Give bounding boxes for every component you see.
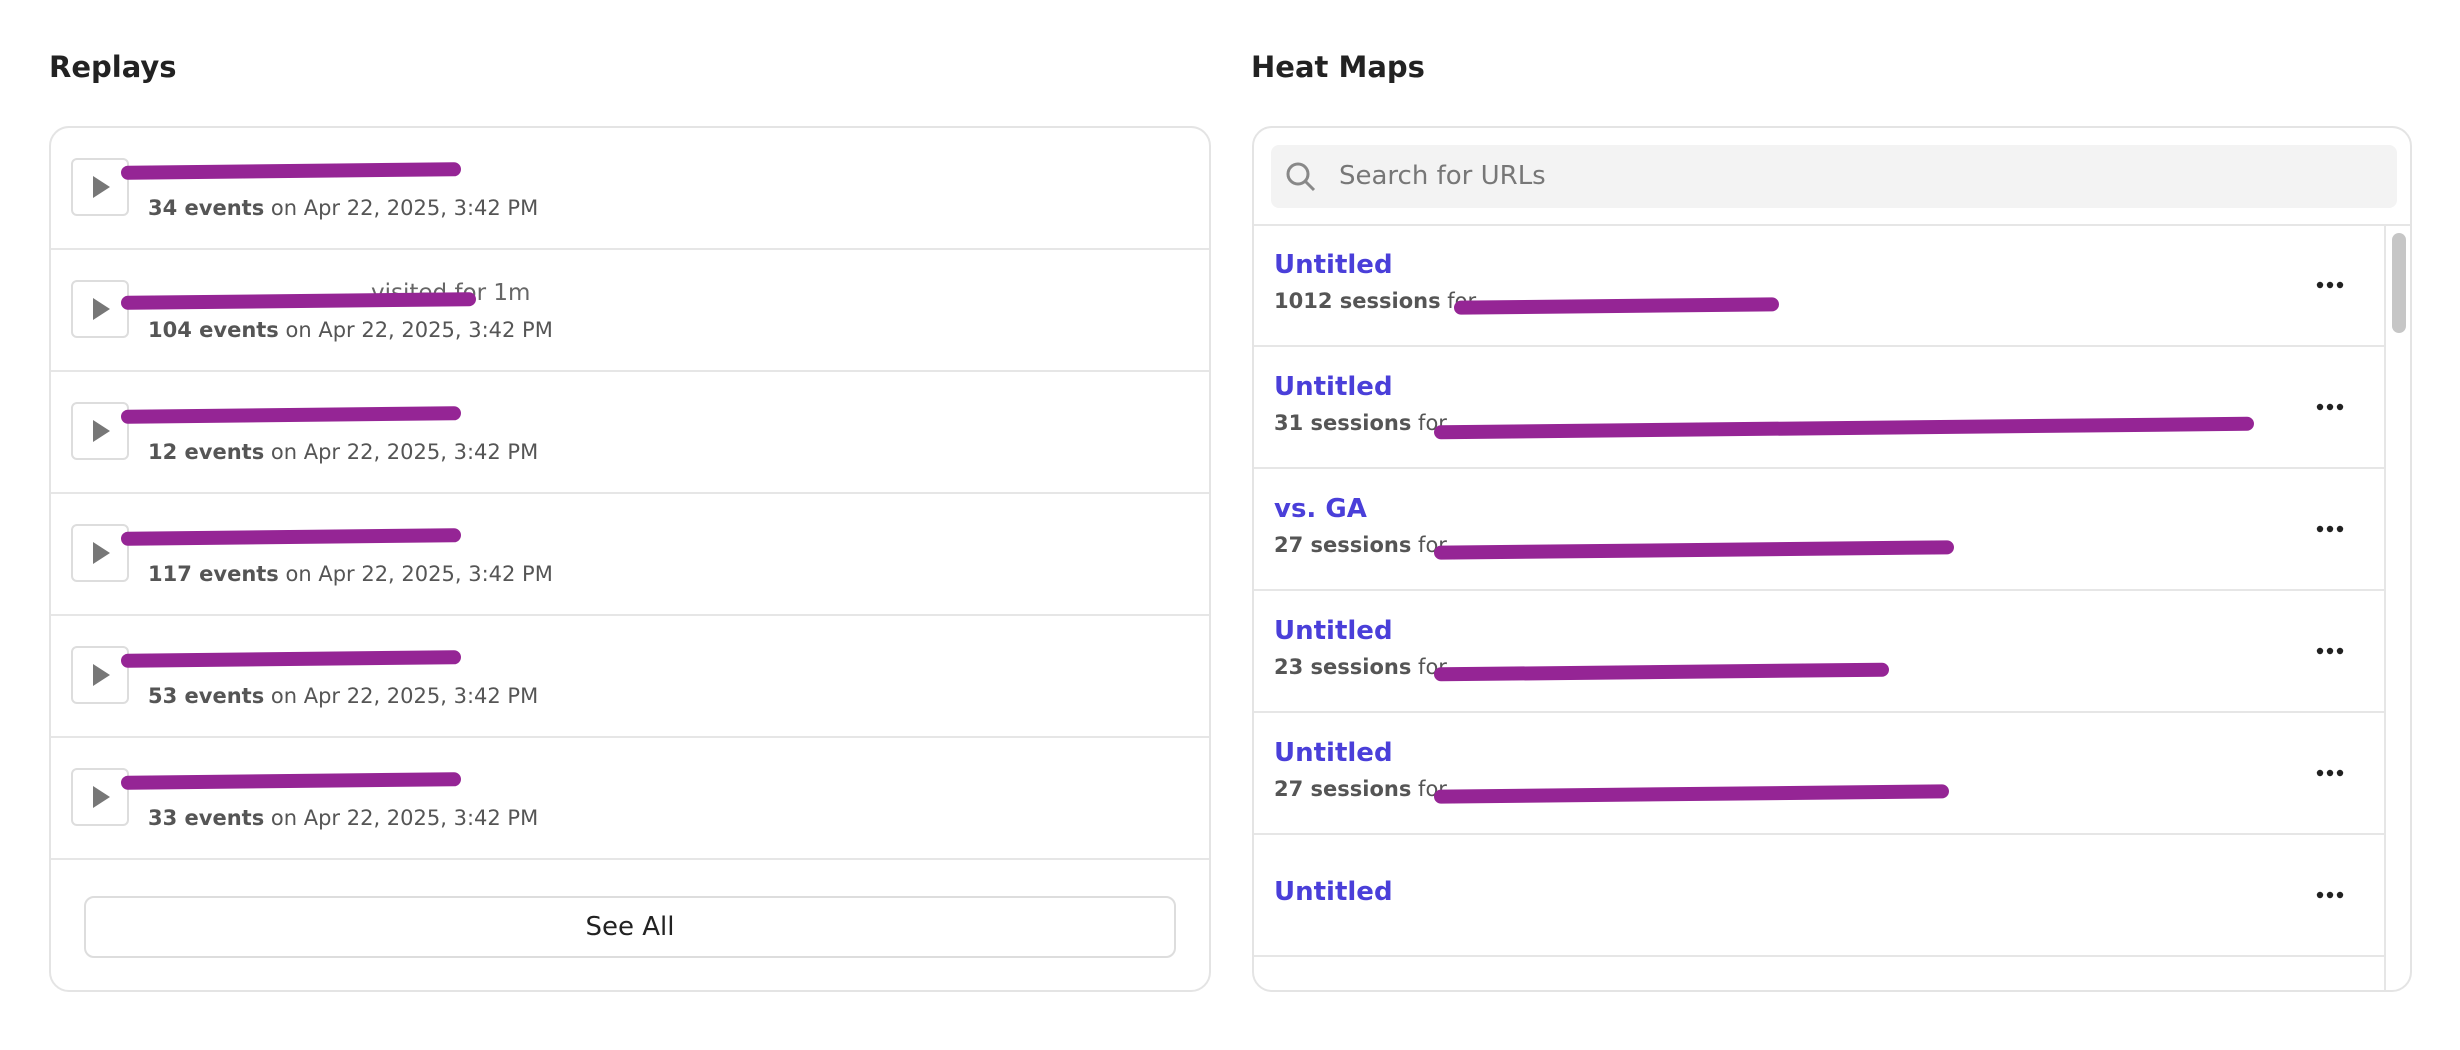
event-count: 33 events [148, 806, 265, 830]
heat-map-list: Untitled 1012 sessions for Untitled 31 sess… [1254, 225, 2386, 990]
more-button[interactable] [2314, 513, 2346, 549]
replay-row[interactable]: 33 events on Apr 22, 2025, 3:42 PM [51, 738, 1209, 860]
redaction [120, 528, 462, 546]
more-icon [2316, 525, 2344, 533]
play-button[interactable] [71, 402, 129, 460]
play-button[interactable] [71, 768, 129, 826]
search-box[interactable]: Search for URLs [1271, 145, 2397, 208]
redaction [1453, 297, 1780, 315]
redaction [120, 650, 462, 668]
heat-map-row[interactable]: vs. GA 27 sessions for [1254, 469, 2384, 591]
more-button[interactable] [2314, 391, 2346, 427]
heat-map-row[interactable]: Untitled [1254, 835, 2384, 957]
replay-date: on Apr 22, 2025, 3:42 PM [270, 806, 539, 830]
replays-card: See All 34 events on Apr 22, 2025, 3:42 … [49, 126, 1211, 992]
replay-date: on Apr 22, 2025, 3:42 PM [270, 196, 539, 220]
replay-meta: 104 events on Apr 22, 2025, 3:42 PM [148, 318, 553, 342]
more-button[interactable] [2314, 757, 2346, 793]
heat-map-title[interactable]: Untitled [1274, 877, 1393, 907]
heat-map-meta: 23 sessions for [1274, 655, 1447, 679]
redaction [120, 772, 462, 790]
replay-row[interactable]: 12 events on Apr 22, 2025, 3:42 PM [51, 372, 1209, 494]
heat-maps-card: Search for URLs Untitled 1012 sessions fo… [1252, 126, 2412, 992]
heat-map-title[interactable]: Untitled [1274, 616, 1393, 646]
event-count: 104 events [148, 318, 279, 342]
heat-map-row[interactable]: Untitled 27 sessions for [1254, 713, 2384, 835]
replay-meta: 117 events on Apr 22, 2025, 3:42 PM [148, 562, 553, 586]
heat-map-meta: 31 sessions for [1274, 411, 1447, 435]
replay-row[interactable]: 53 events on Apr 22, 2025, 3:42 PM [51, 616, 1209, 738]
session-count: 27 sessions [1274, 777, 1412, 801]
replay-meta: 33 events on Apr 22, 2025, 3:42 PM [148, 806, 538, 830]
redaction [120, 162, 462, 180]
replay-date: on Apr 22, 2025, 3:42 PM [285, 318, 553, 342]
event-count: 34 events [148, 196, 265, 220]
play-icon [93, 542, 110, 564]
play-icon [93, 786, 110, 808]
event-count: 12 events [148, 440, 265, 464]
play-icon [93, 298, 110, 320]
heat-map-title[interactable]: Untitled [1274, 372, 1393, 402]
session-count: 23 sessions [1274, 655, 1412, 679]
search-icon [1286, 162, 1316, 192]
more-icon [2316, 647, 2344, 655]
session-count: 31 sessions [1274, 411, 1412, 435]
replay-date: on Apr 22, 2025, 3:42 PM [270, 440, 539, 464]
redaction [1433, 784, 1950, 804]
event-count: 117 events [148, 562, 279, 586]
heat-map-row[interactable]: Untitled 23 sessions for [1254, 591, 2384, 713]
play-button[interactable] [71, 524, 129, 582]
divider [1254, 224, 2410, 226]
play-button[interactable] [71, 280, 129, 338]
replay-date: on Apr 22, 2025, 3:42 PM [285, 562, 553, 586]
replay-meta: 53 events on Apr 22, 2025, 3:42 PM [148, 684, 538, 708]
redaction [1433, 540, 1955, 560]
heat-map-title[interactable]: vs. GA [1274, 494, 1367, 524]
heat-maps-title: Heat Maps [1251, 50, 1425, 84]
more-button[interactable] [2314, 635, 2346, 671]
play-icon [93, 664, 110, 686]
replay-meta: 12 events on Apr 22, 2025, 3:42 PM [148, 440, 538, 464]
redaction [120, 406, 462, 424]
session-count: 27 sessions [1274, 533, 1412, 557]
replay-row[interactable]: 34 events on Apr 22, 2025, 3:42 PM [51, 128, 1209, 250]
heat-map-meta: 27 sessions for [1274, 777, 1447, 801]
search-placeholder: Search for URLs [1339, 161, 1546, 191]
redaction [1433, 416, 2255, 440]
heat-map-meta: 27 sessions for [1274, 533, 1447, 557]
heat-map-title[interactable]: Untitled [1274, 738, 1393, 768]
more-button[interactable] [2314, 269, 2346, 305]
more-icon [2316, 769, 2344, 777]
replays-title: Replays [49, 50, 177, 84]
see-all-button[interactable]: See All [84, 896, 1176, 958]
heat-map-title[interactable]: Untitled [1274, 250, 1393, 280]
scrollbar-thumb [2392, 233, 2406, 333]
more-icon [2316, 281, 2344, 289]
replay-row[interactable]: 117 events on Apr 22, 2025, 3:42 PM [51, 494, 1209, 616]
heat-map-row[interactable]: Untitled 31 sessions for [1254, 347, 2384, 469]
play-button[interactable] [71, 646, 129, 704]
play-icon [93, 176, 110, 198]
heat-map-meta: 1012 sessions for [1274, 289, 1476, 313]
more-button[interactable] [2314, 879, 2346, 915]
heat-map-row[interactable]: Untitled 1012 sessions for [1254, 225, 2384, 347]
more-icon [2316, 891, 2344, 899]
redaction [1433, 662, 1890, 682]
more-icon [2316, 403, 2344, 411]
replay-date: on Apr 22, 2025, 3:42 PM [270, 684, 539, 708]
replay-meta: 34 events on Apr 22, 2025, 3:42 PM [148, 196, 538, 220]
play-button[interactable] [71, 158, 129, 216]
play-icon [93, 420, 110, 442]
event-count: 53 events [148, 684, 265, 708]
session-count: 1012 sessions [1274, 289, 1441, 313]
redaction [120, 292, 477, 310]
